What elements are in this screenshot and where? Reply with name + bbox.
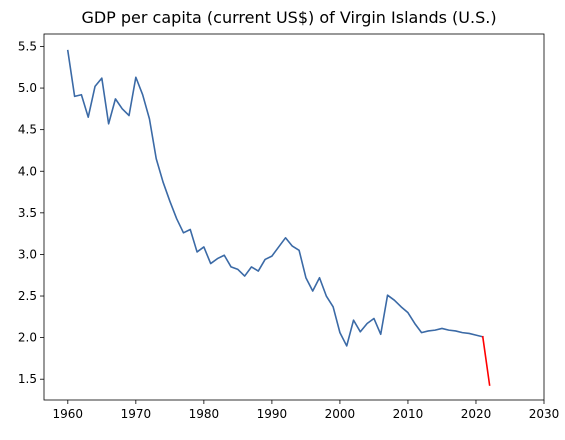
- chart-title: GDP per capita (current US$) of Virgin I…: [81, 8, 496, 27]
- x-tick-label: 2010: [393, 407, 424, 421]
- x-tick-label: 2020: [461, 407, 492, 421]
- x-tick-label: 1960: [53, 407, 84, 421]
- series-layer: [66, 49, 491, 386]
- y-axis: 1.5 2.0 2.5 3.0 3.5 4.0 4.5 5.0 5.5: [18, 39, 44, 386]
- x-tick-label: 1970: [121, 407, 152, 421]
- y-tick-label: 2.5: [18, 289, 37, 303]
- x-tick-label: 1990: [257, 407, 288, 421]
- plot-frame: [43, 33, 545, 401]
- y-tick-label: 5.0: [18, 81, 37, 95]
- y-tick-label: 4.5: [18, 123, 37, 137]
- y-tick-label: 5.5: [18, 39, 37, 53]
- x-axis: 1960 1970 1980 1990 2000 2010 2020 2030: [53, 400, 560, 421]
- series-line-1: [66, 49, 484, 347]
- y-tick-label: 3.5: [18, 206, 37, 220]
- y-tick-label: 4.0: [18, 164, 37, 178]
- y-tick-label: 3.0: [18, 247, 37, 261]
- series-line-2: [481, 335, 491, 386]
- x-tick-label: 2030: [529, 407, 560, 421]
- y-tick-label: 1.5: [18, 372, 37, 386]
- y-tick-label: 2.0: [18, 331, 37, 345]
- x-tick-label: 2000: [325, 407, 356, 421]
- x-tick-label: 1980: [189, 407, 220, 421]
